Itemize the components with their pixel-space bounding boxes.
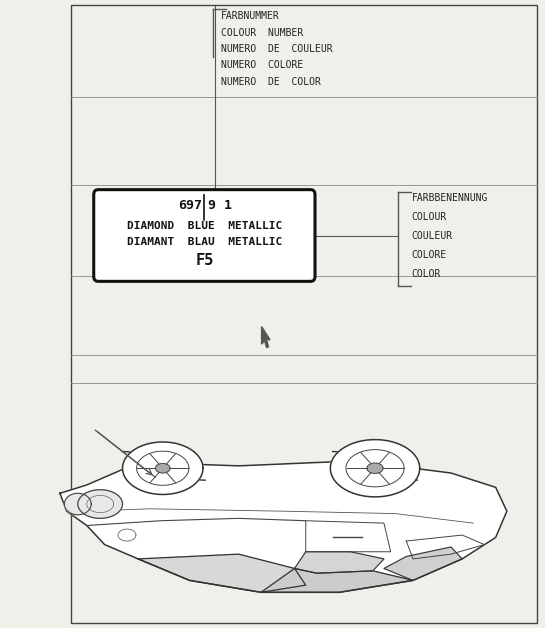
Polygon shape <box>367 463 383 474</box>
Text: 697: 697 <box>178 200 202 212</box>
Polygon shape <box>155 463 170 473</box>
Text: NUMERO  DE  COLOR: NUMERO DE COLOR <box>221 77 320 87</box>
Text: COLOUR  NUMBER: COLOUR NUMBER <box>221 28 303 38</box>
Polygon shape <box>384 547 462 580</box>
Text: COLORE: COLORE <box>411 250 447 260</box>
Text: FARBBENENNUNG: FARBBENENNUNG <box>411 193 488 203</box>
Text: NUMERO  COLORE: NUMERO COLORE <box>221 60 303 70</box>
Polygon shape <box>138 554 306 592</box>
Polygon shape <box>78 490 123 518</box>
Polygon shape <box>60 461 507 592</box>
FancyBboxPatch shape <box>94 190 315 281</box>
Polygon shape <box>330 440 420 497</box>
Text: COULEUR: COULEUR <box>411 231 452 241</box>
Text: DIAMANT  BLAU  METALLIC: DIAMANT BLAU METALLIC <box>127 237 282 247</box>
Text: COLOR: COLOR <box>411 269 441 279</box>
Polygon shape <box>261 568 413 592</box>
Polygon shape <box>262 327 270 348</box>
Text: 9 1: 9 1 <box>208 200 232 212</box>
Text: DIAMOND  BLUE  METALLIC: DIAMOND BLUE METALLIC <box>127 221 282 231</box>
Polygon shape <box>294 552 384 573</box>
Text: F5: F5 <box>195 253 214 268</box>
Text: NUMERO  DE  COULEUR: NUMERO DE COULEUR <box>221 44 332 54</box>
Text: COLOUR: COLOUR <box>411 212 447 222</box>
Polygon shape <box>64 494 91 515</box>
Bar <box>71 5 537 623</box>
Polygon shape <box>123 442 203 494</box>
Text: FARBNUMMER: FARBNUMMER <box>221 11 280 21</box>
